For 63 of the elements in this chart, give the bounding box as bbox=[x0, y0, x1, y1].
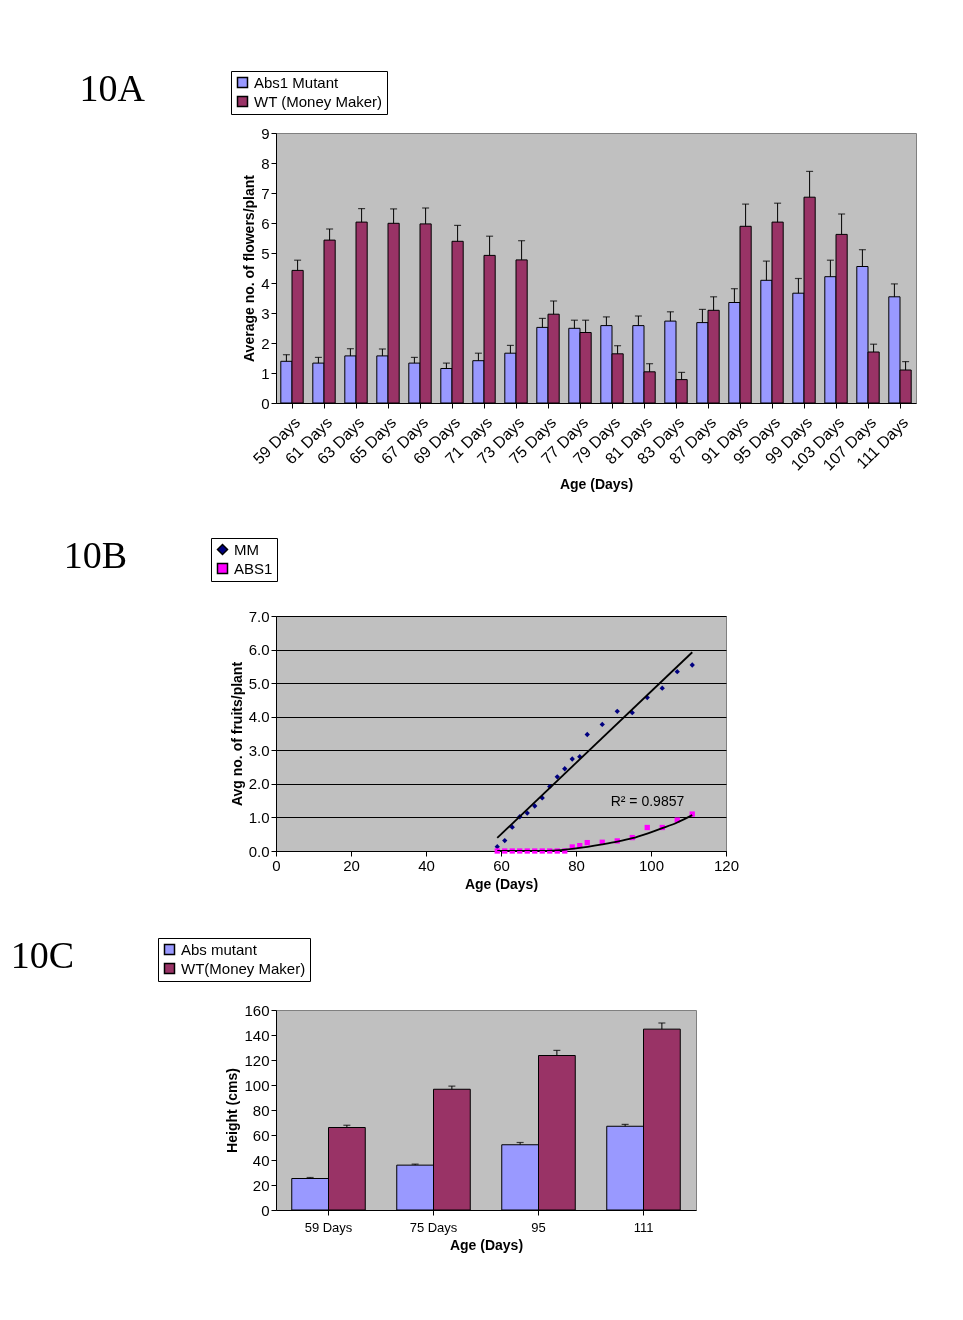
point bbox=[629, 710, 635, 716]
x-axis-title: Age (Days) bbox=[449, 1236, 524, 1253]
chart-title: 10A bbox=[79, 66, 146, 109]
x-tick-label: 60 bbox=[493, 856, 510, 874]
point bbox=[599, 721, 605, 728]
point bbox=[674, 669, 680, 675]
x-axis-title: Age (Days) bbox=[464, 875, 539, 892]
x-tick-label: 59 Days bbox=[304, 1219, 353, 1235]
y-tick-label: 0 bbox=[261, 394, 270, 412]
y-tick-label: 7.0 bbox=[248, 607, 270, 625]
y-tick-label: 3.0 bbox=[248, 741, 270, 759]
y-tick-label: 0 bbox=[261, 1201, 270, 1219]
x-tick-label: 75 Days bbox=[409, 1219, 458, 1235]
y-tick-label: 120 bbox=[244, 1051, 270, 1069]
legend-label: ABS1 bbox=[234, 559, 273, 577]
annotation: R² = 0.9857 bbox=[610, 793, 685, 810]
legend-label: MM bbox=[234, 540, 259, 558]
y-tick-label: 7 bbox=[261, 184, 270, 202]
legend-label: Abs mutant bbox=[181, 940, 258, 958]
point bbox=[614, 708, 620, 714]
legend-label: Abs1 Mutant bbox=[254, 73, 340, 91]
y-tick-label: 5 bbox=[261, 244, 270, 262]
y-tick-label: 100 bbox=[244, 1076, 270, 1094]
x-tick-label: 120 bbox=[713, 856, 740, 874]
y-tick-label: 4.0 bbox=[248, 708, 270, 726]
y-tick-label: 4 bbox=[261, 274, 270, 292]
y-axis-title: Height (cms) bbox=[224, 1068, 241, 1153]
point bbox=[494, 848, 500, 854]
y-tick-label: 20 bbox=[252, 1176, 270, 1194]
point bbox=[659, 685, 665, 691]
x-tick-label: 100 bbox=[638, 856, 665, 874]
x-tick-label: 20 bbox=[343, 856, 360, 874]
y-tick-label: 6 bbox=[261, 214, 270, 232]
y-tick-label: 8 bbox=[261, 154, 270, 172]
point bbox=[584, 731, 590, 738]
chart-title: 10B bbox=[63, 533, 128, 576]
x-tick-label: 40 bbox=[418, 856, 435, 874]
point bbox=[562, 766, 568, 772]
x-tick-label: 111 bbox=[633, 1219, 654, 1235]
point bbox=[502, 837, 508, 844]
chart-title: 10C bbox=[10, 933, 75, 976]
x-tick-label: 0 bbox=[272, 856, 281, 874]
y-tick-label: 160 bbox=[244, 1001, 270, 1019]
y-tick-label: 2 bbox=[261, 334, 270, 352]
legend-label: WT (Money Maker) bbox=[254, 92, 383, 110]
y-tick-label: 140 bbox=[244, 1026, 270, 1044]
y-tick-label: 0.0 bbox=[248, 842, 270, 860]
y-tick-label: 2.0 bbox=[248, 775, 270, 793]
y-tick-label: 40 bbox=[252, 1151, 270, 1169]
y-axis-title: Average no. of flowers/plant bbox=[241, 174, 258, 362]
x-tick-label: 80 bbox=[568, 856, 585, 874]
y-tick-label: 5.0 bbox=[248, 674, 270, 692]
y-axis-title: Avg no. of fruits/plant bbox=[228, 661, 245, 807]
y-tick-label: 9 bbox=[261, 124, 270, 142]
legend-label: WT(Money Maker) bbox=[181, 959, 306, 977]
y-tick-label: 1.0 bbox=[248, 808, 270, 826]
y-tick-label: 1 bbox=[261, 364, 270, 382]
y-tick-label: 80 bbox=[252, 1101, 270, 1119]
x-axis-title: Age (Days) bbox=[559, 475, 634, 492]
x-tick-label: 95 bbox=[531, 1219, 546, 1235]
y-tick-label: 60 bbox=[252, 1126, 270, 1144]
y-tick-label: 6.0 bbox=[248, 641, 270, 659]
y-tick-label: 3 bbox=[261, 304, 270, 322]
